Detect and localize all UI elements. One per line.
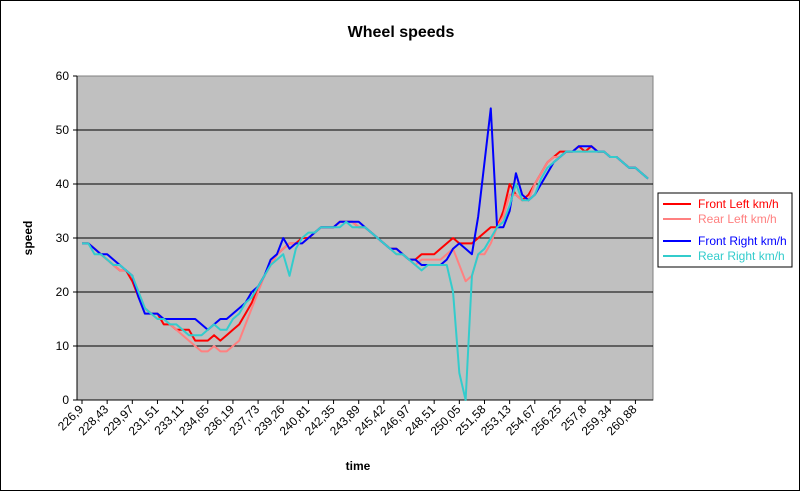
legend-box: [657, 192, 793, 268]
legend-label-4: Rear Right km/h: [698, 249, 785, 263]
legend-label-2: Rear Left km/h: [698, 212, 777, 226]
y-tick-label: 50: [56, 123, 70, 137]
y-tick-label: 30: [56, 231, 70, 245]
chart-title: Wheel speeds: [348, 24, 455, 41]
series-lines: [82, 107, 649, 401]
y-tick-label: 0: [62, 393, 69, 407]
y-axis-ticks: 0 10 20 30 40 50 60: [56, 69, 77, 407]
y-axis-title: speed: [21, 221, 35, 256]
y-tick-label: 10: [56, 339, 70, 353]
legend-label-3: Front Right km/h: [698, 234, 787, 248]
y-tick-label: 20: [56, 285, 70, 299]
series-line-4: [82, 150, 649, 401]
y-tick-label: 60: [56, 69, 70, 83]
y-tick-label: 40: [56, 177, 70, 191]
gridlines: [77, 129, 653, 347]
legend-label-1: Front Left km/h: [698, 197, 779, 211]
x-axis-title: time: [346, 459, 371, 473]
